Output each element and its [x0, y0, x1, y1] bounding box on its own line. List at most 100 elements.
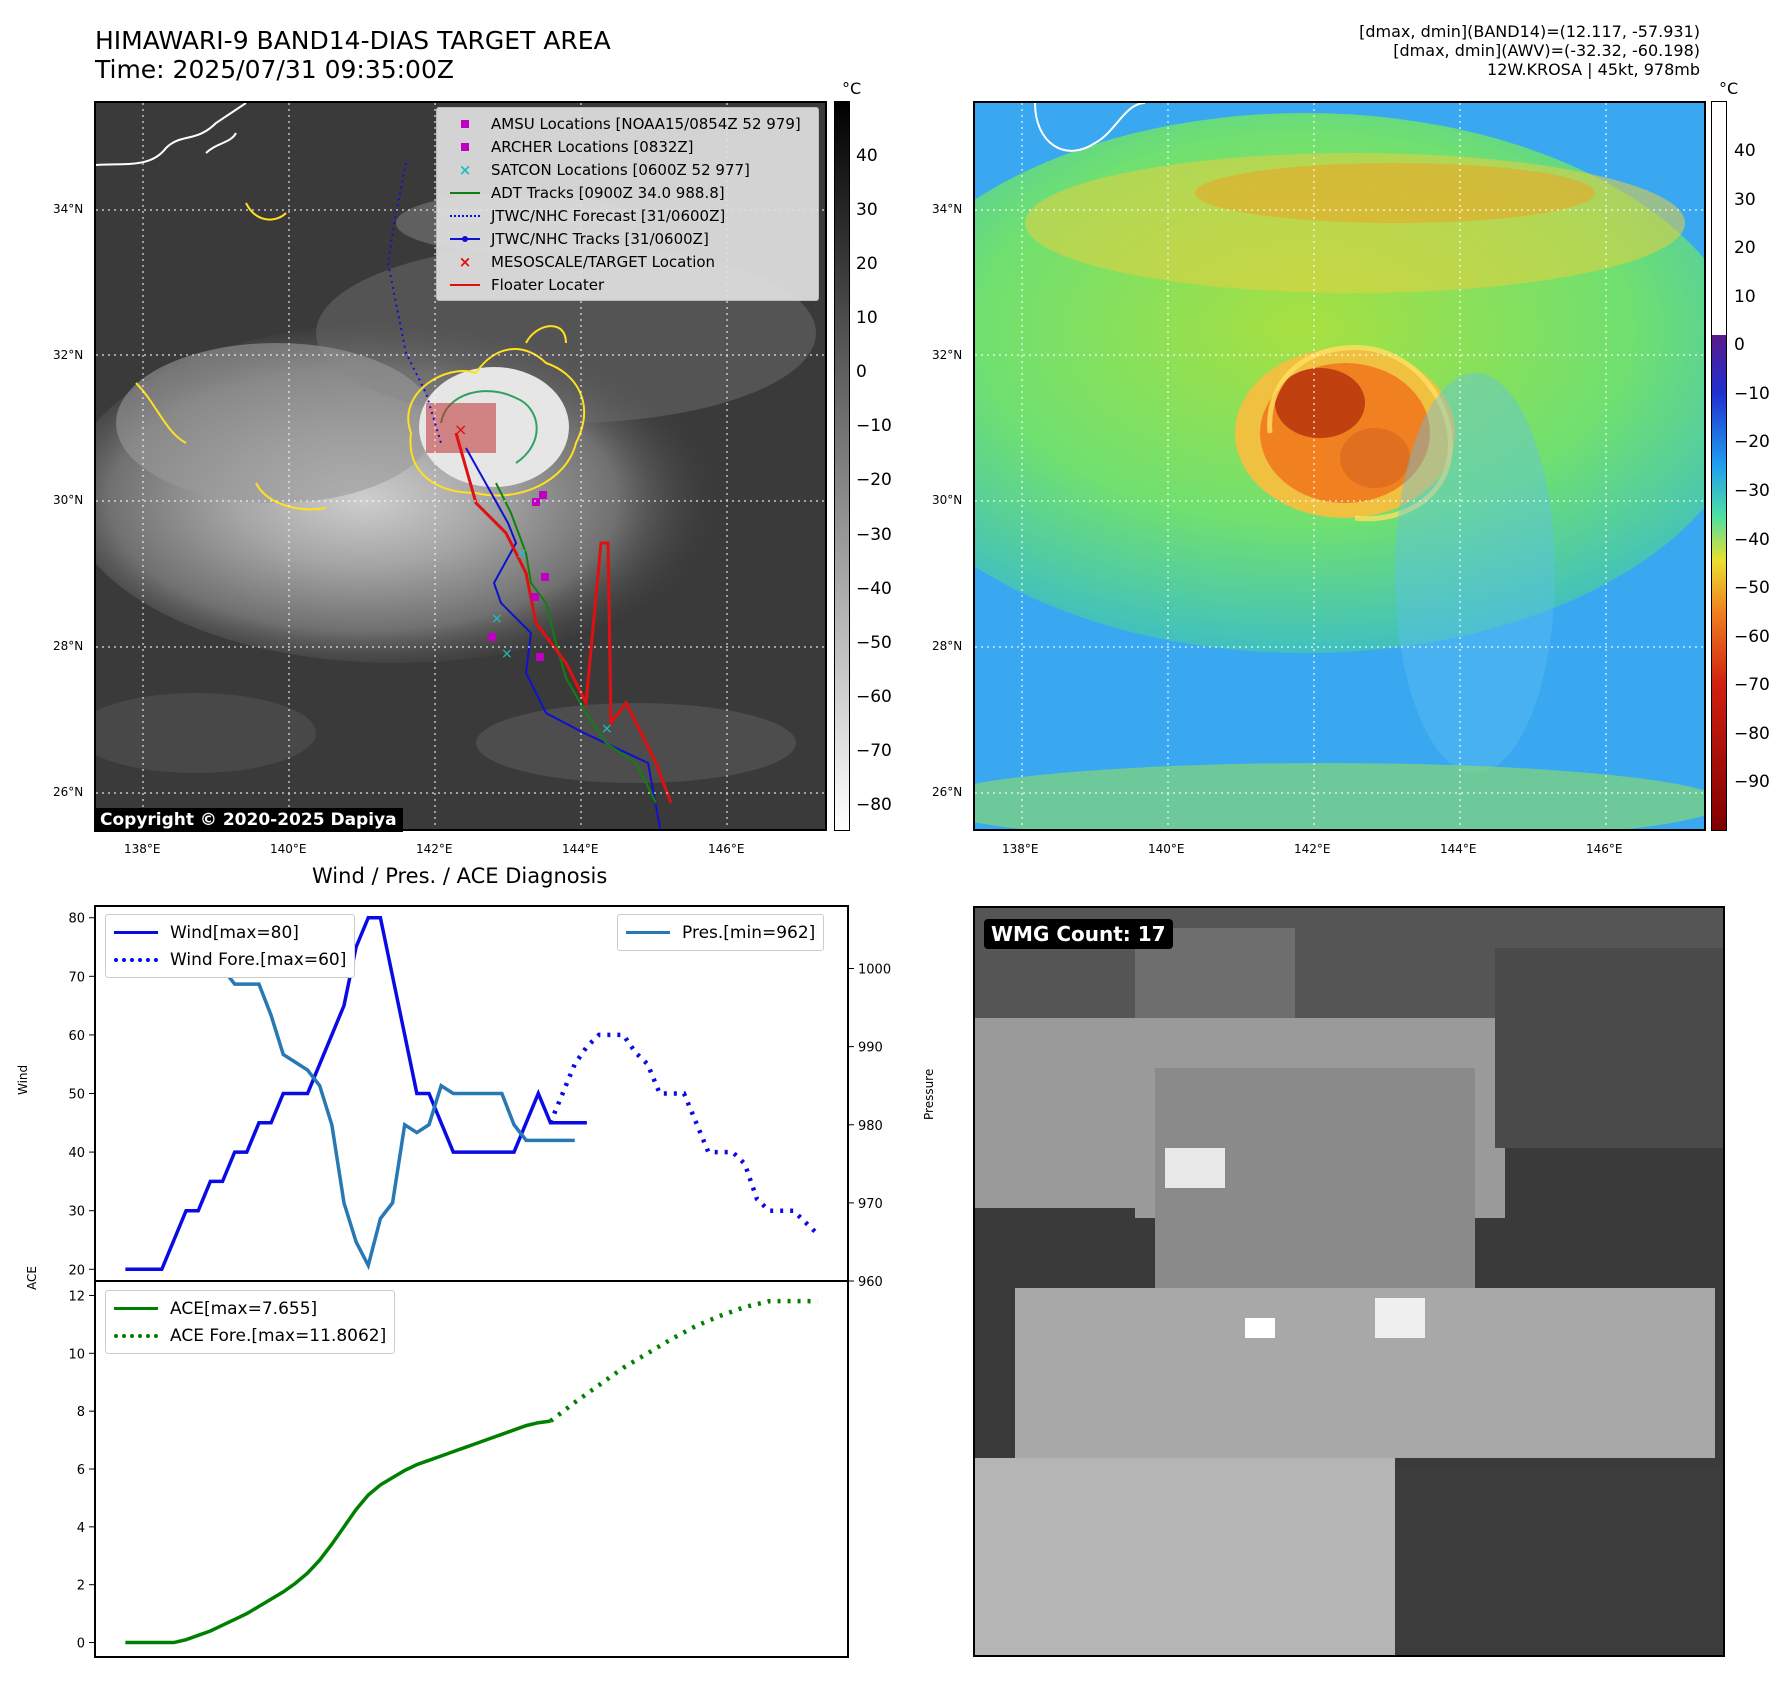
- wind-y-tick-label: 20: [68, 1263, 85, 1278]
- ir-cb-tick: −10: [856, 416, 892, 436]
- legend-item-amsu: AMSU Locations [NOAA15/0854Z 52 979]: [445, 112, 810, 135]
- diagnosis-chart-title: Wind / Pres. / ACE Diagnosis: [312, 864, 608, 888]
- figure-title-line1: HIMAWARI-9 BAND14-DIAS TARGET AREA: [95, 26, 611, 55]
- ace-series-line: [125, 1419, 551, 1645]
- pressure-y-tick-label: 960: [858, 1275, 883, 1290]
- legend-item-jtwc-forecast: JTWC/NHC Forecast [31/0600Z]: [445, 204, 810, 227]
- wind-y-tick-label: 30: [68, 1205, 85, 1220]
- ir-cb-tick: 10: [856, 308, 878, 328]
- svg-text:×: ×: [601, 721, 613, 737]
- awv-cb-tick: −40: [1734, 530, 1770, 550]
- lon-label-144-ir: 144°E: [562, 842, 599, 856]
- legend-item-ace-forecast: ACE Fore.[max=11.8062]: [114, 1322, 386, 1349]
- copyright-label: Copyright © 2020-2025 Dapiya: [94, 808, 403, 832]
- wind-plot-area: 80 70 60 50 40 30 20 1000 990 980 970 960: [68, 912, 891, 1290]
- ir-cb-tick: 20: [856, 254, 878, 274]
- awv-cb-tick: 40: [1734, 141, 1756, 161]
- wind-y-tick-label: 80: [68, 912, 85, 927]
- awv-map-image: [975, 103, 1704, 829]
- ace-legend: ACE[max=7.655] ACE Fore.[max=11.8062]: [105, 1290, 396, 1354]
- ir-cb-tick: −80: [856, 795, 892, 815]
- ir-cb-tick: 40: [856, 146, 878, 166]
- ir-cb-tick: −50: [856, 633, 892, 653]
- lat-label-32-ir: 32°N: [53, 348, 84, 362]
- lon-label-142-ir: 142°E: [416, 842, 453, 856]
- lon-label-146-awv: 146°E: [1586, 842, 1623, 856]
- wind-legend: Wind[max=80] Wind Fore.[max=60]: [105, 914, 356, 978]
- wind-forecast-series-line: [548, 1032, 820, 1236]
- awv-cb-tick: −70: [1734, 675, 1770, 695]
- wind-y-tick-label: 70: [68, 970, 85, 985]
- lat-label-30-awv: 30°N: [932, 493, 963, 507]
- ir-colorbar-unit: °C: [842, 79, 862, 98]
- wmg-count-label: WMG Count: 17: [984, 919, 1173, 949]
- lon-label-142-awv: 142°E: [1294, 842, 1331, 856]
- legend-item-ace: ACE[max=7.655]: [114, 1295, 386, 1322]
- ace-y-tick-label: 4: [77, 1521, 85, 1536]
- ir-legend: AMSU Locations [NOAA15/0854Z 52 979] ARC…: [436, 107, 819, 301]
- lat-label-26-awv: 26°N: [932, 785, 963, 799]
- wind-series-line: [125, 915, 587, 1272]
- awv-cb-tick: 30: [1734, 190, 1756, 210]
- wind-y-tick-label: 60: [68, 1029, 85, 1044]
- info-block: [dmax, dmin](BAND14)=(12.117, -57.931) […: [1359, 22, 1700, 79]
- lon-label-144-awv: 144°E: [1440, 842, 1477, 856]
- legend-item-floater: Floater Locater: [445, 273, 810, 296]
- lon-label-140-awv: 140°E: [1148, 842, 1185, 856]
- ace-y-tick-label: 12: [68, 1289, 85, 1304]
- awv-cb-tick: −50: [1734, 578, 1770, 598]
- wind-y-tick-label: 50: [68, 1088, 85, 1103]
- lat-label-28-awv: 28°N: [932, 639, 963, 653]
- lat-label-26-ir: 26°N: [53, 785, 84, 799]
- info-line-storm: 12W.KROSA | 45kt, 978mb: [1487, 60, 1700, 79]
- awv-cb-tick: −10: [1734, 384, 1770, 404]
- legend-item-wind: Wind[max=80]: [114, 919, 346, 946]
- lon-label-138-ir: 138°E: [124, 842, 161, 856]
- ace-y-tick-label: 0: [77, 1637, 85, 1652]
- lat-label-34-ir: 34°N: [53, 202, 84, 216]
- ir-cb-tick: −20: [856, 470, 892, 490]
- lat-label-28-ir: 28°N: [53, 639, 84, 653]
- legend-item-adt: ADT Tracks [0900Z 34.0 988.8]: [445, 181, 810, 204]
- pressure-y-tick-label: 990: [858, 1041, 883, 1056]
- pressure-y-tick-label: 1000: [858, 963, 891, 978]
- wmg-image: [975, 908, 1723, 1655]
- ace-y-tick-label: 8: [77, 1405, 85, 1420]
- lon-label-138-awv: 138°E: [1002, 842, 1039, 856]
- pressure-y-tick-label: 980: [858, 1119, 883, 1134]
- ir-colorbar: [834, 101, 850, 831]
- figure-title-line2: Time: 2025/07/31 09:35:00Z: [95, 55, 454, 84]
- ace-y-tick-label: 2: [77, 1579, 85, 1594]
- awv-cb-tick: 10: [1734, 287, 1756, 307]
- info-line-awv: [dmax, dmin](AWV)=(-32.32, -60.198): [1393, 41, 1700, 60]
- pressure-y-tick-label: 970: [858, 1197, 883, 1212]
- info-line-band14: [dmax, dmin](BAND14)=(12.117, -57.931): [1359, 22, 1700, 41]
- svg-text:×: ×: [454, 420, 467, 439]
- wmg-panel: [973, 906, 1725, 1657]
- legend-item-satcon: × SATCON Locations [0600Z 52 977]: [458, 160, 750, 179]
- pressure-legend: Pres.[min=962]: [617, 914, 825, 951]
- lat-label-32-awv: 32°N: [932, 348, 963, 362]
- awv-cb-tick: −80: [1734, 724, 1770, 744]
- svg-text:×: ×: [501, 646, 513, 662]
- ace-y-tick-label: 10: [68, 1347, 85, 1362]
- lat-label-34-awv: 34°N: [932, 202, 963, 216]
- ace-plot-area: 12 10 8 6 4 2 0: [68, 1289, 818, 1652]
- legend-item-wind-forecast: Wind Fore.[max=60]: [114, 946, 346, 973]
- legend-item-archer: ARCHER Locations [0832Z]: [445, 135, 810, 158]
- ace-forecast-series-line: [549, 1298, 818, 1423]
- awv-cb-tick: −30: [1734, 481, 1770, 501]
- awv-cb-tick: −90: [1734, 772, 1770, 792]
- awv-cb-tick: −20: [1734, 432, 1770, 452]
- lon-label-140-ir: 140°E: [270, 842, 307, 856]
- ir-cb-tick: −60: [856, 687, 892, 707]
- awv-cb-tick: −60: [1734, 627, 1770, 647]
- ir-cb-tick: −70: [856, 741, 892, 761]
- awv-cb-tick: 0: [1734, 335, 1745, 355]
- legend-item-pressure: Pres.[min=962]: [626, 919, 815, 946]
- ir-cb-tick: −30: [856, 525, 892, 545]
- svg-text:×: ×: [491, 611, 503, 627]
- lat-label-30-ir: 30°N: [53, 493, 84, 507]
- awv-colorbar-unit: °C: [1719, 79, 1739, 98]
